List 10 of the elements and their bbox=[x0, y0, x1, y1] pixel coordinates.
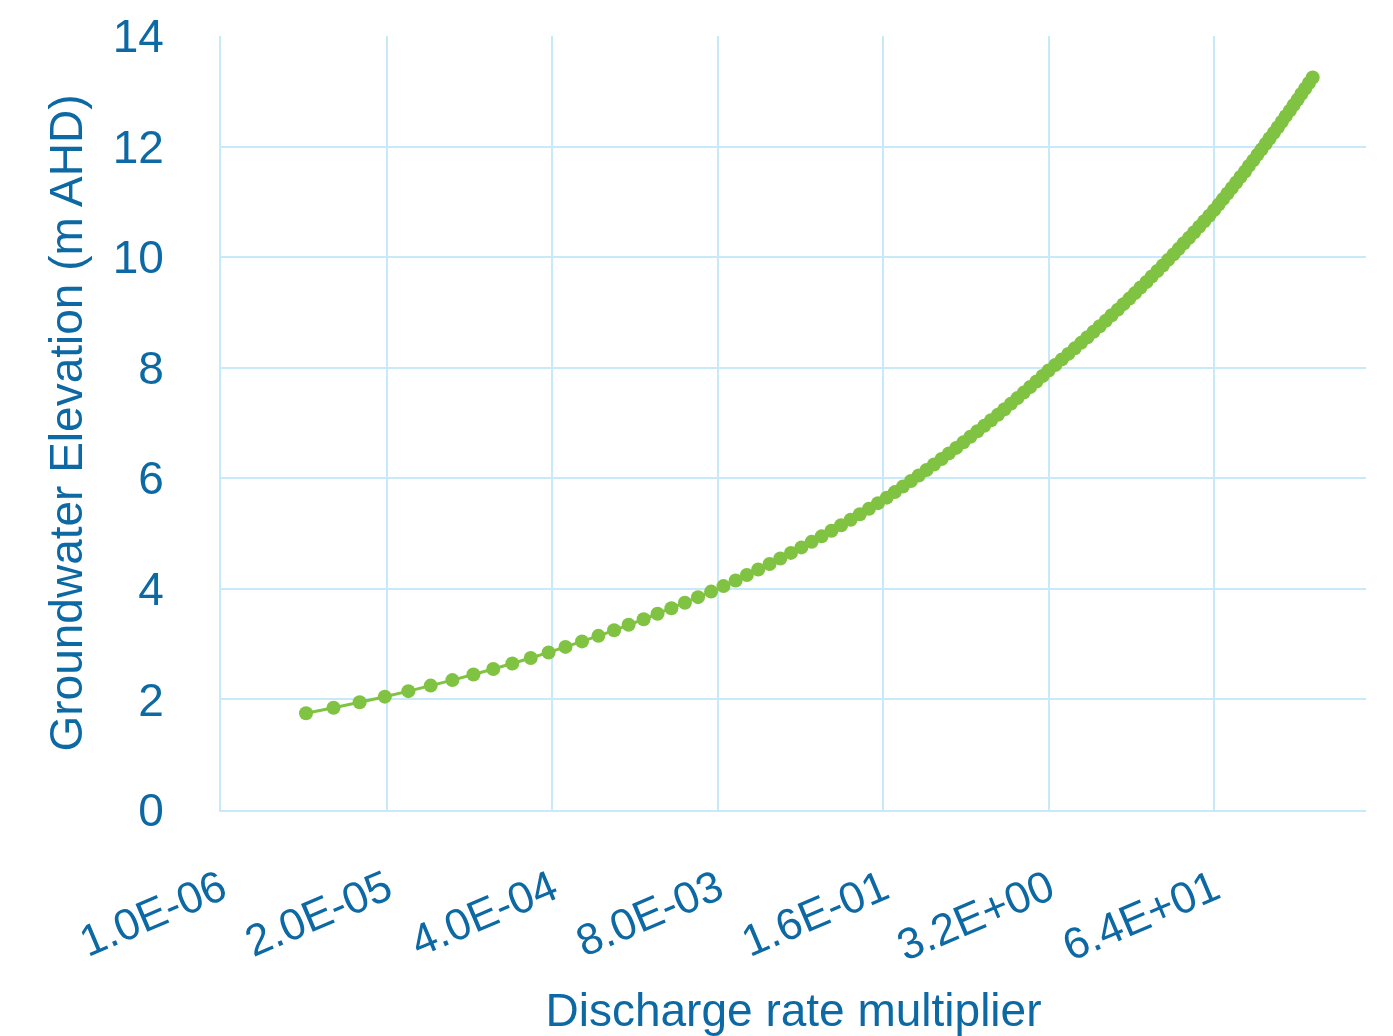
y-tick-label: 2 bbox=[138, 673, 164, 726]
y-tick-label: 14 bbox=[112, 10, 164, 63]
x-axis-title: Discharge rate multiplier bbox=[545, 984, 1042, 1036]
y-tick-label: 4 bbox=[138, 562, 164, 615]
y-tick-label: 8 bbox=[138, 341, 164, 394]
y-tick-label: 0 bbox=[138, 784, 164, 837]
y-tick-label: 12 bbox=[112, 120, 164, 173]
y-axis-title: Groundwater Elevation (m AHD) bbox=[39, 94, 92, 752]
y-tick-label: 10 bbox=[112, 231, 164, 284]
y-tick-label: 6 bbox=[138, 452, 164, 505]
